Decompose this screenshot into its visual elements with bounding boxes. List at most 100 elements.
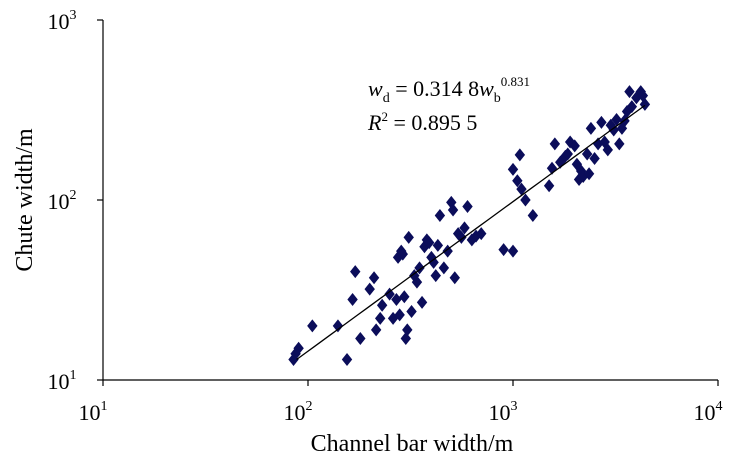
data-point	[589, 152, 600, 166]
x-tick-exp: 4	[716, 399, 723, 414]
data-point	[347, 293, 358, 307]
data-point	[374, 311, 386, 325]
x-tick-exp: 2	[306, 399, 313, 414]
data-point	[355, 332, 366, 346]
x-tick-label: 102	[284, 399, 313, 425]
y-tick-label: 101	[48, 368, 77, 394]
data-point	[569, 139, 580, 153]
x-tick-base: 10	[79, 400, 101, 425]
data-point	[624, 85, 635, 99]
data-point	[562, 147, 573, 161]
x-axis-title: Channel bar width/m	[311, 431, 514, 457]
x-tick-label: 104	[694, 399, 723, 425]
eq-var: w	[368, 76, 383, 101]
data-point	[476, 227, 487, 241]
data-point	[608, 123, 619, 137]
r-squared: R2 = 0.895 5	[367, 109, 477, 135]
data-point	[596, 115, 607, 129]
data-points	[288, 85, 651, 366]
data-point	[430, 269, 441, 283]
data-point	[411, 275, 423, 289]
data-point	[447, 203, 459, 217]
eq-mid: = 0.314 8	[390, 76, 479, 101]
data-point	[462, 200, 473, 214]
r2-exp: 2	[381, 109, 388, 124]
data-point	[616, 121, 628, 135]
data-point	[423, 236, 435, 250]
data-point	[592, 137, 604, 151]
data-point	[341, 352, 353, 366]
data-point	[400, 332, 412, 346]
data-point	[631, 91, 642, 105]
y-tick-exp: 3	[70, 8, 77, 23]
data-point	[376, 298, 388, 312]
data-point	[611, 113, 622, 127]
data-point	[403, 230, 414, 244]
eq-var2: w	[479, 76, 494, 101]
x-tick-base: 10	[284, 400, 306, 425]
eq-exp: 0.831	[501, 74, 530, 89]
data-point	[514, 148, 526, 162]
data-point	[583, 167, 595, 181]
data-point	[564, 135, 576, 149]
data-point	[394, 308, 405, 322]
data-point	[428, 255, 439, 269]
data-point	[626, 100, 638, 114]
data-point	[370, 323, 382, 337]
data-point	[498, 243, 509, 257]
data-point	[391, 293, 402, 307]
data-point	[614, 137, 625, 151]
y-tick-exp: 2	[70, 188, 77, 203]
data-point	[368, 271, 380, 285]
data-point	[416, 295, 428, 309]
data-point	[507, 244, 519, 258]
data-point	[399, 290, 410, 304]
data-point	[290, 347, 301, 361]
data-point	[350, 265, 361, 279]
data-point	[364, 282, 375, 296]
r2-var: R	[367, 110, 382, 135]
data-point	[406, 305, 417, 319]
data-point	[432, 238, 444, 252]
eq-var-sub: d	[383, 91, 390, 106]
y-tick-label: 103	[48, 8, 77, 34]
data-point	[397, 247, 408, 261]
data-point	[384, 287, 395, 301]
data-point	[512, 174, 523, 188]
x-tick-label: 101	[79, 399, 108, 425]
data-point	[332, 319, 344, 333]
data-point	[637, 89, 649, 103]
data-point	[573, 172, 585, 186]
x-ticks: 101 102 103 104	[79, 380, 723, 425]
data-point	[602, 143, 613, 157]
data-point	[459, 221, 470, 235]
data-point	[449, 271, 460, 285]
data-point	[543, 179, 555, 193]
x-tick-base: 10	[694, 400, 716, 425]
x-tick-exp: 3	[511, 399, 518, 414]
y-tick-exp: 1	[70, 368, 77, 383]
data-point	[438, 261, 450, 275]
x-tick-label: 103	[489, 399, 518, 425]
data-point	[581, 147, 593, 161]
data-point	[549, 137, 561, 151]
x-tick-base: 10	[489, 400, 511, 425]
data-point	[520, 193, 531, 207]
y-axis-title: Chute width/m	[12, 128, 38, 272]
y-tick-base: 10	[48, 9, 70, 34]
data-point	[546, 161, 558, 175]
data-point	[585, 121, 597, 135]
r2-rest: = 0.895 5	[388, 110, 477, 135]
data-point	[434, 209, 446, 223]
y-tick-label: 102	[48, 188, 77, 214]
data-point	[507, 162, 519, 176]
data-point	[307, 319, 318, 333]
x-tick-exp: 1	[101, 399, 108, 414]
eq-var2-sub: b	[494, 91, 501, 106]
data-point	[527, 209, 539, 223]
fit-line	[296, 104, 646, 361]
data-point	[402, 323, 413, 337]
